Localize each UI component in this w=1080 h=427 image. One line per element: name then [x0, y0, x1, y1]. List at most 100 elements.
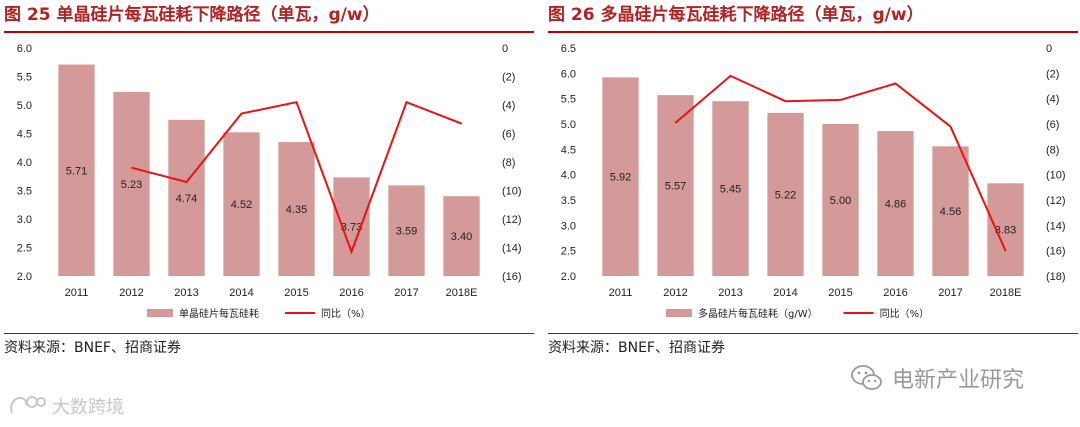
bar-value-label: 5.45	[720, 184, 741, 196]
y-left-tick-label: 3.5	[17, 186, 32, 198]
figure-title: 图 26 多晶硅片每瓦硅耗下降路径（单瓦，g/w）	[548, 5, 924, 25]
x-tick-label: 2012	[119, 287, 143, 299]
bar-value-label: 5.22	[775, 189, 796, 201]
bar-value-label: 3.73	[341, 222, 362, 234]
line-point	[1004, 250, 1007, 252]
combo-chart: 6.0 5.5 5.0 4.5 4.0 3.5 3.0 2.5 2.0 0 (2) (4) (6) (8)…	[17, 43, 522, 320]
bar	[602, 77, 639, 277]
y-left-tick-label: 2.0	[561, 271, 576, 283]
bar	[767, 112, 804, 276]
x-tick-label: 2018E	[446, 287, 478, 299]
y-right-tick-label: (10)	[1046, 170, 1066, 182]
line-point	[130, 167, 133, 169]
chart-panel-1: 图 25 单晶硅片每瓦硅耗下降路径（单瓦，g/w） 6.0 5.5 5.0 4.5 4.…	[4, 0, 534, 362]
y-right-tick-label: (4)	[502, 100, 515, 112]
line-point	[295, 101, 298, 103]
y-left-tick-label: 4.0	[561, 170, 576, 182]
figure-title: 图 25 单晶硅片每瓦硅耗下降路径（单瓦，g/w）	[4, 5, 380, 25]
watermark: 大数跨境	[8, 392, 124, 420]
bar	[822, 124, 859, 276]
bar-value-label: 4.56	[940, 206, 961, 218]
line-point	[350, 251, 353, 253]
y-right-tick-label: (16)	[1046, 246, 1066, 258]
x-tick-label: 2018E	[990, 287, 1022, 299]
y-right-tick-label: (12)	[502, 214, 522, 226]
y-right-tick-label: (4)	[1046, 94, 1059, 106]
x-tick-label: 2013	[718, 287, 742, 299]
wechat-account-name: 电新产业研究	[892, 368, 1025, 393]
legend-bar-label: 单晶硅片每瓦硅耗	[179, 307, 259, 320]
bar-value-label: 5.71	[66, 165, 87, 177]
y-left-tick-label: 5.5	[17, 72, 32, 84]
line-point	[949, 125, 952, 128]
bar-value-label: 3.59	[396, 226, 417, 238]
bar	[168, 119, 205, 276]
y-left-tick-label: 4.5	[561, 144, 576, 156]
x-tick-label: 2017	[394, 287, 418, 299]
x-tick-label: 2017	[938, 287, 962, 299]
x-tick-label: 2015	[828, 287, 852, 299]
title-rule	[548, 31, 1078, 33]
bar-value-label: 4.52	[231, 199, 252, 211]
y-left-tick-label: 6.0	[561, 68, 576, 80]
x-tick-label: 2011	[609, 287, 633, 299]
x-tick-label: 2014	[773, 287, 797, 299]
x-tick-label: 2011	[65, 287, 89, 299]
y-left-tick-label: 6.0	[17, 43, 32, 55]
title-rule	[4, 31, 534, 33]
bar	[333, 177, 370, 276]
y-right-tick-label: (6)	[1046, 119, 1059, 131]
line-point	[240, 112, 243, 115]
bar	[58, 64, 95, 276]
bar	[932, 146, 969, 276]
y-left-tick-label: 3.0	[561, 220, 576, 232]
bar-value-label: 4.74	[176, 193, 197, 205]
y-left-tick-label: 3.0	[17, 214, 32, 226]
y-right-tick-label: (16)	[502, 271, 522, 283]
y-right-tick-label: (8)	[1046, 144, 1059, 156]
line-point	[185, 181, 188, 183]
y-right-tick-label: (18)	[1046, 271, 1066, 283]
y-right-tick-label: (12)	[1046, 195, 1066, 207]
bar	[657, 95, 694, 276]
y-left-tick-label: 4.5	[17, 129, 32, 141]
y-left-tick-label: 5.5	[561, 94, 576, 106]
y-right-tick-label: (2)	[502, 72, 515, 84]
x-tick-label: 2014	[229, 287, 253, 299]
x-tick-label: 2016	[339, 287, 363, 299]
bar	[278, 142, 315, 276]
y-left-tick-label: 2.5	[17, 243, 32, 255]
bar-value-label: 5.00	[830, 195, 851, 207]
bar	[113, 91, 150, 276]
bar-value-label: 5.57	[665, 181, 686, 193]
wechat-icon	[851, 365, 882, 390]
x-tick-label: 2016	[883, 287, 907, 299]
bar	[712, 101, 749, 276]
bar-value-label: 5.23	[121, 179, 142, 191]
wechat-account: 电新产业研究	[850, 360, 1024, 396]
line-point	[784, 100, 787, 102]
source-note: 资料来源：BNEF、招商证券	[548, 340, 725, 356]
y-right-tick-label: 0	[1046, 43, 1052, 55]
watermark-text: 大数跨境	[52, 397, 124, 418]
chart-panel-2: 图 26 多晶硅片每瓦硅耗下降路径（单瓦，g/w） 6.5 6.0 5.5 5.0 4.…	[548, 0, 1078, 362]
y-left-tick-label: 6.5	[561, 43, 576, 55]
legend-line-label: 同比（%）	[880, 308, 930, 320]
line-point	[894, 82, 897, 85]
y-left-tick-label: 3.5	[561, 195, 576, 207]
legend-bar-swatch	[666, 309, 692, 317]
x-tick-label: 2012	[663, 287, 687, 299]
source-note: 资料来源：BNEF、招商证券	[4, 340, 181, 356]
bar	[388, 185, 425, 276]
bar-value-label: 5.92	[610, 172, 631, 184]
y-left-tick-label: 5.0	[17, 100, 32, 112]
combo-chart: 6.5 6.0 5.5 5.0 4.5 4.0 3.5 3.0 2.5 2.0 0 (2) (4) (6)…	[561, 43, 1066, 320]
legend-bar-swatch	[147, 309, 173, 317]
x-tick-label: 2013	[174, 287, 198, 299]
bar-value-label: 4.35	[286, 204, 307, 216]
line-point	[674, 122, 677, 124]
chat-logo-icon	[10, 396, 46, 414]
bar-value-label: 4.86	[885, 199, 906, 211]
legend-line-label: 同比（%）	[321, 308, 371, 320]
line-point	[460, 122, 463, 125]
